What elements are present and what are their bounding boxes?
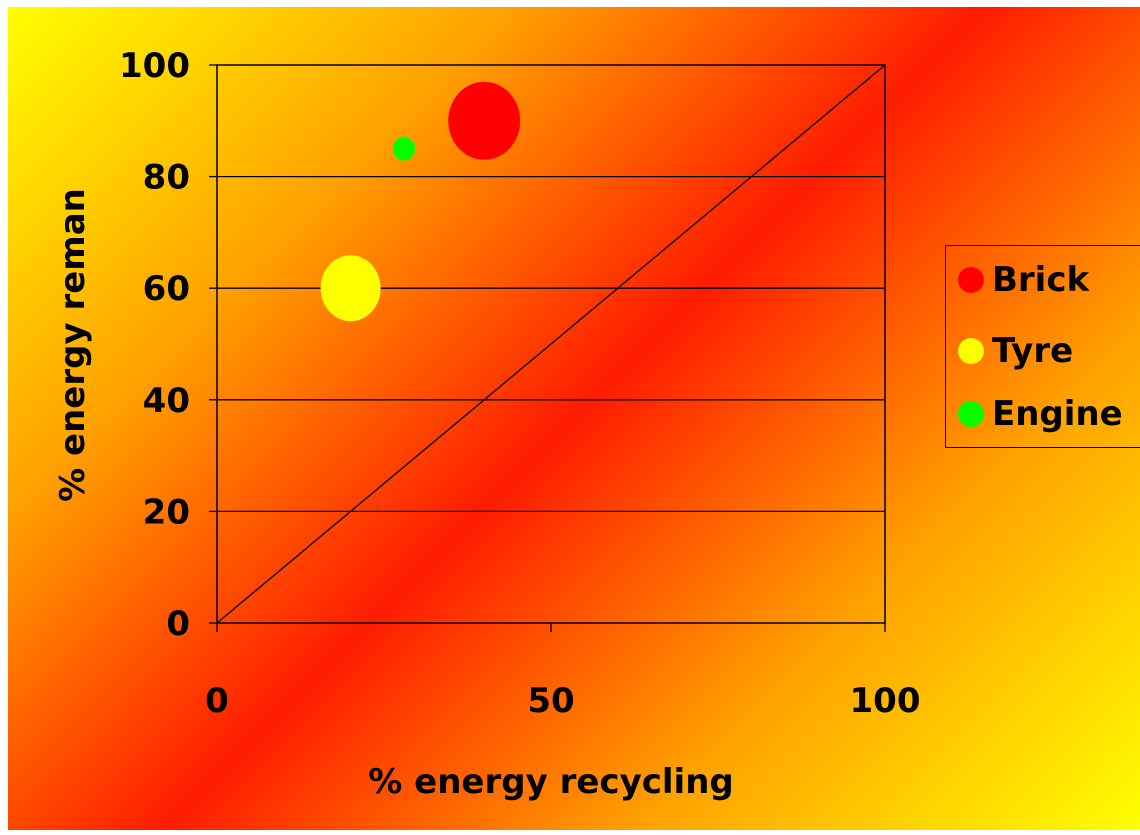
y-tick-label: 60 [143, 269, 190, 309]
plot-area-border [216, 64, 886, 624]
reference-line-layer [216, 64, 886, 624]
x-tick-label: 50 [527, 681, 574, 721]
gradient-background [8, 7, 1140, 830]
y-tick-label: 0 [166, 604, 190, 644]
gridlines [209, 64, 886, 632]
legend-swatch-brick [958, 267, 984, 293]
y-axis-title: % energy reman [53, 188, 93, 502]
plot-frame [216, 64, 886, 624]
x-tick-label: 0 [205, 681, 229, 721]
legend-label: Tyre [992, 331, 1074, 371]
legend-swatch-engine [958, 401, 984, 427]
legend-item-engine: Engine [958, 394, 1123, 434]
legend-item-tyre: Tyre [958, 331, 1073, 371]
legend-swatch-tyre [958, 338, 984, 364]
x-tick-labels: 0 50 100 [205, 681, 920, 721]
data-points [320, 81, 521, 322]
data-point-tyre [320, 255, 381, 322]
y-tick-label: 40 [143, 381, 190, 421]
data-point-brick [448, 81, 521, 160]
y-tick-label: 20 [143, 492, 190, 532]
data-point-engine [393, 136, 416, 161]
legend-label: Engine [992, 394, 1123, 434]
legend: Brick Tyre Engine [945, 245, 1140, 448]
x-axis-title: % energy recycling [368, 762, 733, 802]
legend-label: Brick [992, 260, 1090, 300]
legend-item-brick: Brick [958, 260, 1089, 300]
y-tick-label: 100 [119, 46, 190, 86]
x-tick-label: 100 [850, 681, 921, 721]
y-tick-label: 80 [143, 158, 190, 198]
reference-line [216, 64, 886, 624]
y-tick-labels: 0 20 40 60 80 100 [119, 46, 190, 644]
